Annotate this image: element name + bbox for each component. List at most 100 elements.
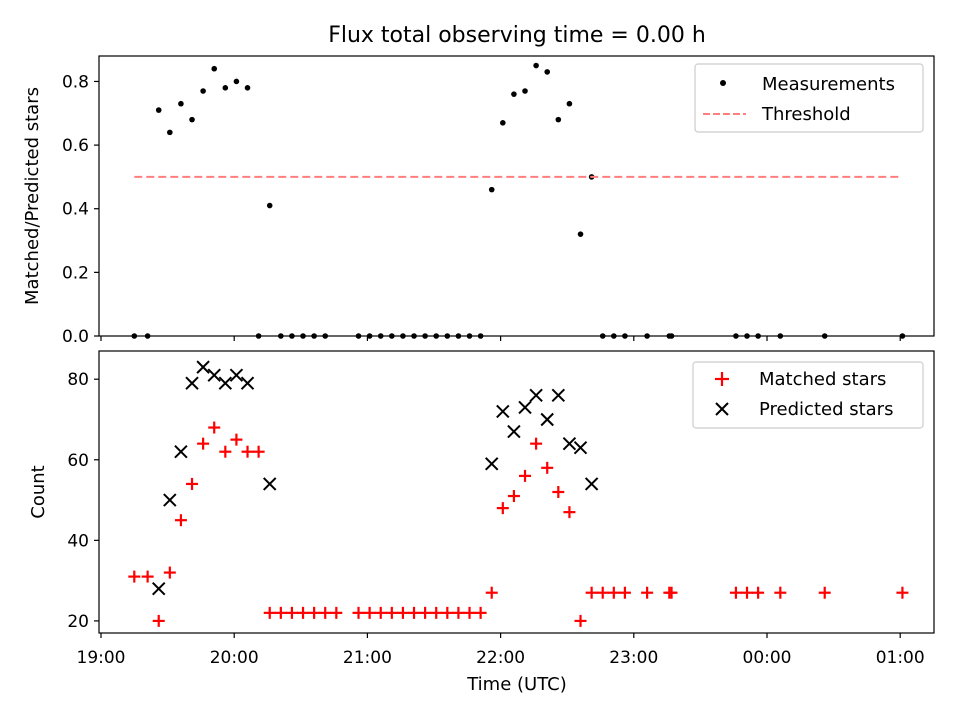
ratio-y-ticks: 0.0 0.2 0.4 0.6 0.8 [62, 72, 99, 347]
predicted-stars-point [263, 477, 277, 491]
matched-stars-point [618, 586, 631, 599]
measurements-point [577, 231, 584, 237]
matched-stars-point [665, 586, 678, 599]
matched-stars-point [574, 614, 587, 627]
matched-stars-point [729, 586, 742, 599]
count-y-ticks: 20 40 60 80 [67, 370, 99, 632]
matched-stars-point [396, 606, 409, 619]
matched-stars-point [163, 566, 176, 579]
x-tick-label: 00:00 [743, 648, 792, 668]
predicted-stars-point [229, 368, 244, 382]
measurements-point [555, 116, 562, 123]
matched-stars-point [385, 606, 398, 619]
matched-stars-point [208, 421, 221, 434]
matched-stars-point [774, 586, 787, 599]
y-tick-label: 0.4 [62, 200, 89, 220]
count-x-ticks: 19:00 20:00 21:00 22:00 23:00 00:00 01:00 [77, 633, 925, 668]
predicted-stars-point [584, 477, 599, 491]
measurements-point [266, 202, 273, 209]
matched-stars-point [263, 606, 276, 619]
matched-stars-point [496, 502, 509, 515]
predicted-stars-point [185, 376, 199, 390]
matched-stars-point [285, 606, 298, 619]
matched-stars-point [474, 606, 487, 619]
predicted-stars-point [485, 457, 499, 471]
matched-stars-point [319, 606, 332, 619]
matched-stars-point [241, 445, 254, 458]
y-tick-label: 0.6 [62, 136, 89, 156]
predicted-stars-point [540, 412, 554, 427]
matched-stars-point [297, 606, 310, 619]
matched-stars-point [174, 514, 187, 527]
measurements-point [500, 120, 506, 126]
matched-stars-point [607, 586, 620, 599]
x-tick-label: 23:00 [609, 648, 658, 668]
matched-stars-point [230, 433, 243, 446]
matched-stars-point [463, 606, 476, 619]
predicted-stars-point [218, 376, 233, 390]
matched-stars-point [552, 486, 565, 498]
ratio-axes-frame [98, 55, 935, 337]
y-tick-label: 0.0 [62, 327, 89, 347]
x-tick-label: 19:00 [77, 648, 126, 668]
measurements-point [222, 85, 229, 91]
measurements-point [522, 88, 528, 94]
matched-stars-point [530, 437, 543, 450]
matched-stars-point [252, 445, 265, 458]
legend-matched-marker [715, 372, 729, 386]
measurements-point [511, 91, 517, 97]
matched-stars-point [596, 586, 609, 599]
predicted-stars-point [152, 581, 166, 596]
count-axes-frame [98, 350, 935, 634]
matched-stars-point [430, 606, 443, 619]
matched-stars-point [541, 461, 554, 474]
y-tick-label: 20 [67, 612, 89, 632]
matched-stars-point [741, 586, 754, 599]
legend-threshold-label: Threshold [761, 104, 851, 125]
matched-stars-point [363, 606, 376, 619]
measurements-point [244, 85, 251, 91]
measurements-point [178, 100, 184, 107]
measurements-point [200, 88, 206, 94]
x-tick-label: 21:00 [343, 648, 392, 668]
matched-stars-point [219, 445, 232, 458]
count-y-axis-label: Count [28, 465, 49, 518]
predicted-stars-point [174, 445, 188, 459]
x-axis-label: Time (UTC) [466, 674, 567, 695]
legend-measurements-label: Measurements [762, 74, 895, 95]
matched-stars-point [374, 606, 387, 619]
predicted-stars-point [496, 404, 510, 419]
matched-stars-point [818, 586, 831, 599]
predicted-stars-point [529, 388, 543, 403]
measurements-point [155, 107, 162, 113]
x-tick-label: 01:00 [876, 648, 925, 668]
matched-stars-point [128, 570, 141, 583]
measurements-point [566, 100, 573, 107]
matched-stars-point [141, 570, 154, 583]
predicted-stars-point [507, 424, 521, 439]
matched-stars-point [408, 606, 421, 619]
matched-stars-point [441, 606, 454, 619]
y-tick-label: 0.2 [62, 263, 89, 283]
matched-stars-point [197, 437, 210, 450]
count-legend-box [692, 361, 924, 429]
matched-stars-point [186, 477, 199, 490]
count-legend: Matched stars Predicted stars [692, 361, 924, 429]
matched-stars-point [519, 469, 532, 482]
matched-stars-point [896, 586, 909, 599]
predicted-stars-point [207, 368, 221, 382]
y-tick-label: 60 [67, 451, 89, 471]
matched-stars-point [308, 606, 321, 619]
y-tick-label: 40 [67, 531, 89, 551]
predicted-stars-point [240, 376, 255, 390]
matched-stars-point [274, 606, 287, 619]
predicted-stars-point [551, 388, 566, 403]
measurements-point [533, 62, 539, 69]
legend-matched-label: Matched stars [759, 369, 886, 390]
measurements-point [167, 129, 173, 136]
matched-stars-point [152, 614, 165, 627]
chart-title: Flux total observing time = 0.00 h [328, 23, 706, 48]
predicted-stars-point [573, 440, 588, 455]
measurements-point [544, 69, 551, 75]
